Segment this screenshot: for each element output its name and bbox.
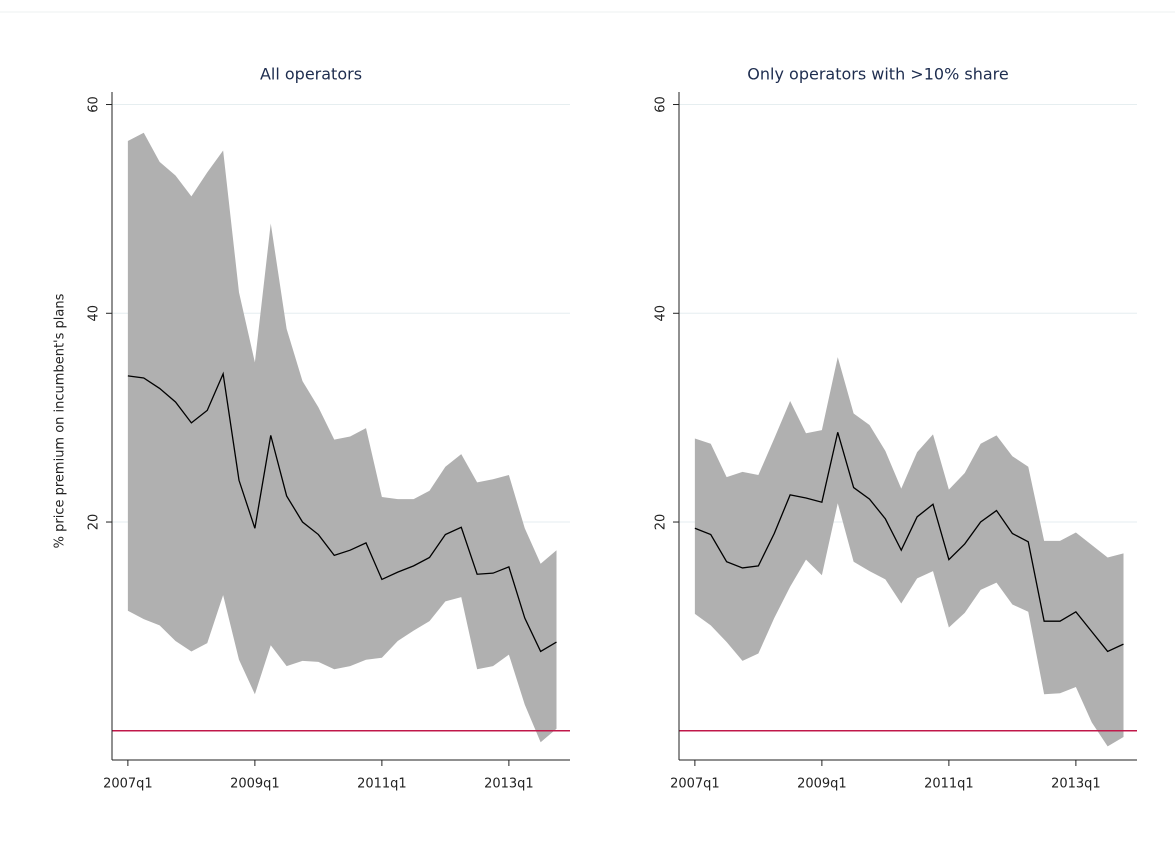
y-tick-label: 20 — [654, 514, 669, 531]
y-axis-label: % price premium on incumbent's plans — [53, 293, 68, 548]
x-tick-label: 2007q1 — [670, 777, 720, 792]
chart-title: All operators — [260, 65, 362, 84]
x-tick-label: 2007q1 — [103, 777, 153, 792]
confidence-band — [694, 357, 1124, 747]
y-tick-label: 20 — [87, 514, 102, 531]
y-tick-label: 40 — [654, 305, 669, 322]
confidence-band — [127, 132, 557, 743]
series-line — [127, 371, 557, 653]
x-tick-label: 2013q1 — [484, 777, 534, 792]
x-tick-label: 2009q1 — [230, 777, 280, 792]
x-tick-label: 2013q1 — [1051, 777, 1101, 792]
x-tick-label: 2011q1 — [924, 777, 974, 792]
x-tick-label: 2011q1 — [357, 777, 407, 792]
y-tick-label: 40 — [87, 305, 102, 322]
x-tick-label: 2009q1 — [797, 777, 847, 792]
y-tick-label: 60 — [654, 96, 669, 113]
chart-title: Only operators with >10% share — [747, 65, 1008, 84]
series-line — [694, 432, 1124, 653]
y-tick-label: 60 — [87, 96, 102, 113]
